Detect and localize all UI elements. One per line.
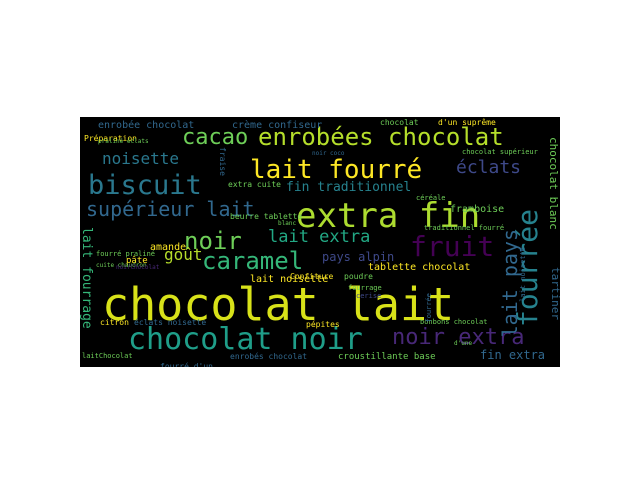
word-fruit: fruit bbox=[410, 230, 495, 263]
word-poudre: poudre bbox=[344, 272, 373, 281]
word-chocolat-blanc: chocolat blanc bbox=[547, 137, 560, 230]
word-tartiner: tartiner bbox=[549, 267, 560, 320]
word-enrobees-chocolat: enrobées chocolat bbox=[258, 123, 504, 151]
word-caramel: caramel bbox=[202, 247, 304, 275]
word-fourre-praline: fourré praliné bbox=[96, 250, 156, 258]
word-noir-coco: noir coco bbox=[312, 150, 345, 157]
word-cuite-chaudron: cuite chaudron bbox=[96, 262, 147, 269]
word-citron: citron bbox=[100, 318, 129, 327]
word-pepites: pépites bbox=[306, 320, 340, 329]
word-lait-fourrage: lait fourrage bbox=[80, 227, 94, 329]
word-fraise: fraise bbox=[218, 147, 227, 176]
word-noir-extra: noir extra bbox=[392, 325, 525, 350]
word-preparation: Préparation bbox=[84, 134, 137, 143]
word-traditionnel-fourre: traditionnel fourré bbox=[424, 224, 505, 232]
word-chocolat-noir: chocolat noir bbox=[128, 322, 363, 357]
word-eclats-noisette: éclats noisette bbox=[134, 318, 207, 327]
word-bonbons-chocolat: bonbons chocolat bbox=[420, 318, 488, 326]
word-noisette: noisette bbox=[102, 149, 180, 168]
word-fourre-d-un: fourré d'un bbox=[160, 362, 213, 368]
word-d-une: d'une bbox=[454, 340, 473, 347]
word-confiture: Confiture bbox=[290, 272, 334, 281]
word-fin-traditionnel: fin traditionnel bbox=[286, 180, 412, 195]
word-lait-noisette-v: lait noisette bbox=[519, 247, 527, 302]
word-beurre-tablette: beurre tablette bbox=[230, 212, 303, 221]
word-creme-confiseur: crème confiseur bbox=[232, 120, 323, 131]
word-fin-extra: fin extra bbox=[480, 348, 546, 362]
word-superieur-lait: supérieur lait bbox=[86, 197, 255, 221]
word-fourree-v: fourrée bbox=[425, 293, 433, 323]
word-noir-chocolat: noirChocolat bbox=[116, 264, 160, 271]
word-pays-alpin: pays alpin bbox=[322, 250, 395, 264]
word-lait-chocolat: laitChocolat bbox=[82, 352, 133, 360]
word-cerise: cerise bbox=[356, 292, 382, 300]
word-amande: amande bbox=[150, 242, 187, 253]
word-blanc: blanc bbox=[278, 220, 297, 227]
word-fourrage: fourrage bbox=[348, 284, 382, 292]
word-croustillante-base: croustillante base bbox=[338, 352, 436, 362]
word-lait-extra: lait extra bbox=[268, 227, 371, 247]
word-tablette-chocolat: tablette chocolat bbox=[368, 262, 471, 273]
word-noir: noir bbox=[184, 227, 242, 255]
word-praline-eclats: praliné éclats bbox=[98, 138, 149, 145]
word-lait-noisette: lait noisette bbox=[250, 274, 329, 285]
word-lait-pays: lait pays bbox=[498, 229, 522, 338]
word-cacao: cacao bbox=[182, 125, 249, 150]
word-pate: pâte bbox=[126, 256, 148, 266]
word-cloud: chocolat lait chocolat noir extra fin la… bbox=[80, 117, 560, 367]
word-gout: goût bbox=[164, 245, 203, 264]
word-cereale: céréale bbox=[416, 194, 446, 202]
word-chocolat-superieur: chocolat supérieur bbox=[462, 148, 538, 156]
word-enrobes-chocolat: enrobés chocolat bbox=[230, 352, 308, 361]
word-d-un-supreme: d'un suprême bbox=[438, 118, 496, 127]
word-chocolat: chocolat bbox=[380, 118, 419, 127]
word-enrobee-chocolat: enrobée chocolat bbox=[98, 120, 195, 131]
word-biscuit: biscuit bbox=[88, 170, 202, 201]
word-extra-fin: extra fin bbox=[296, 196, 481, 236]
word-lait-fourre: lait fourré bbox=[250, 155, 423, 185]
word-chocolat-lait: chocolat lait bbox=[102, 278, 455, 331]
word-eclats: éclats bbox=[456, 157, 522, 178]
word-framboise: framboise bbox=[450, 204, 505, 215]
word-extra-cuite: extra cuite bbox=[228, 180, 281, 189]
